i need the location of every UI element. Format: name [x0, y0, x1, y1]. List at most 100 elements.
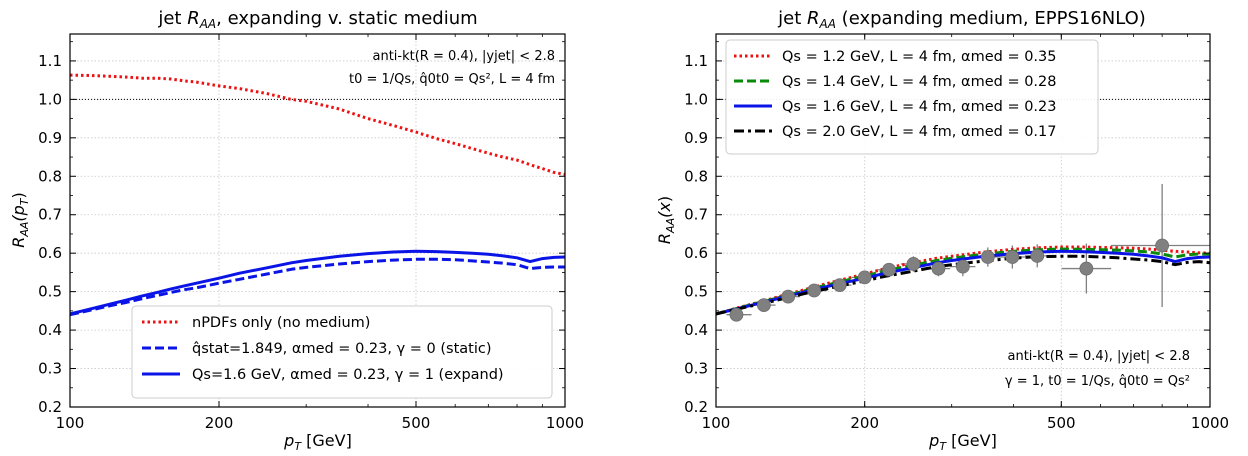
- left-series-line-1: [69, 257, 565, 317]
- right-series-group: [715, 98, 1211, 322]
- right-title-rest: (expanding medium, EPPS16NLO): [836, 8, 1146, 29]
- right-data-point: [729, 307, 744, 322]
- right-data-point: [1005, 250, 1020, 264]
- right-xlabel-sub: T: [939, 440, 947, 453]
- left-title-var: R: [187, 8, 200, 29]
- right-legend-label-1: Qs = 1.4 GeV, L = 4 fm, αmed = 0.28: [782, 74, 1057, 90]
- left-chart-panel: jet RAA, expanding v. static medium 100 2…: [9, 8, 584, 453]
- right-annotation-1: anti-kt(R = 0.4), |yjet| < 2.8: [1008, 349, 1191, 364]
- left-ylabel-sub: AA: [18, 222, 31, 238]
- left-chart-title: jet RAA, expanding v. static medium: [157, 8, 477, 31]
- right-chart-title: jet RAA (expanding medium, EPPS16NLO): [777, 8, 1146, 31]
- left-y-tick-label: 1.0: [38, 90, 62, 108]
- right-y-tick-label: 0.7: [684, 206, 708, 224]
- right-title-sub: AA: [819, 17, 836, 31]
- right-annotation-2: γ = 1, t0 = 1/Qs, q̂0t0 = Qs²: [1005, 374, 1190, 389]
- right-y-tick-label: 0.4: [684, 321, 708, 339]
- left-y-axis-label: RAA(pT): [9, 192, 31, 248]
- right-chart-panel: jet RAA (expanding medium, EPPS16NLO) 10…: [655, 8, 1229, 453]
- left-xlabel-var: p: [283, 431, 294, 450]
- left-y-tick-label: 1.1: [38, 52, 62, 70]
- right-legend-label-3: Qs = 2.0 GeV, L = 4 fm, αmed = 0.17: [782, 124, 1057, 140]
- left-x-tick-label: 500: [402, 414, 431, 432]
- left-xlabel-sub: T: [294, 440, 302, 453]
- left-series-group: [69, 73, 566, 317]
- left-ylabel-arg: (p: [9, 205, 28, 221]
- right-y-tick-label: 1.0: [684, 90, 708, 108]
- right-x-tick-label: 100: [702, 414, 731, 432]
- left-y-tick-label: 0.6: [38, 244, 62, 262]
- left-ylabel-close: ): [9, 192, 28, 198]
- left-ylabel-arg-sub: T: [18, 197, 31, 205]
- right-legend: Qs = 1.2 GeV, L = 4 fm, αmed = 0.35 Qs = …: [725, 39, 1099, 155]
- right-ylabel-arg: (x: [655, 202, 674, 218]
- right-legend-box: [725, 39, 1099, 155]
- left-legend-label-2: Qs=1.6 GeV, αmed = 0.23, γ = 1 (expand): [192, 367, 504, 383]
- right-ylabel-var: R: [655, 233, 674, 244]
- right-xlabel-unit: [GeV]: [946, 431, 997, 450]
- right-data-point: [1079, 261, 1094, 276]
- right-data-point: [906, 257, 921, 271]
- right-y-axis-label: RAA(x): [655, 196, 677, 244]
- right-title-var: R: [807, 8, 820, 29]
- left-y-tick-label: 0.3: [38, 360, 62, 378]
- left-title-rest: , expanding v. static medium: [216, 8, 478, 29]
- left-title-main: jet: [157, 8, 187, 29]
- right-data-point: [1155, 238, 1170, 253]
- left-x-axis-label: pT [GeV]: [283, 431, 352, 453]
- right-y-tick-label: 0.3: [684, 360, 708, 378]
- right-ticks: 100 200 500 1000 0.2 0.3 0.4 0.5 0.6 0.7 0.8 0.9 1.0…: [684, 34, 1229, 432]
- left-legend: nPDFs only (no medium) q̂stat=1.849, αmed…: [131, 305, 553, 399]
- left-y-tick-label: 0.4: [38, 321, 62, 339]
- right-series-line-2: [715, 249, 1211, 316]
- right-title-main: jet: [777, 8, 807, 29]
- left-legend-box: [131, 305, 553, 399]
- right-x-axis-label: pT [GeV]: [928, 431, 997, 453]
- right-y-tick-label: 0.9: [684, 129, 708, 147]
- right-legend-label-0: Qs = 1.2 GeV, L = 4 fm, αmed = 0.35: [782, 49, 1057, 65]
- right-legend-label-2: Qs = 1.6 GeV, L = 4 fm, αmed = 0.23: [782, 99, 1057, 115]
- right-y-tick-label: 0.2: [684, 398, 708, 416]
- right-x-tick-label: 500: [1047, 414, 1076, 432]
- left-series-line-2: [69, 249, 566, 316]
- left-legend-label-1: q̂stat=1.849, αmed = 0.23, γ = 0 (static…: [192, 341, 491, 357]
- right-x-tick-label: 200: [850, 414, 879, 432]
- right-data-point: [807, 283, 822, 298]
- left-annotation-1: anti-kt(R = 0.4), |yjet| < 2.8: [373, 49, 556, 64]
- right-data-point: [980, 250, 995, 264]
- left-x-tick-label: 100: [56, 414, 85, 432]
- right-y-tick-label: 0.6: [684, 244, 708, 262]
- right-y-tick-label: 1.1: [684, 52, 708, 70]
- left-ticks: 100 200 500 1000 0.2 0.3 0.4 0.5 0.6 0.7 0.8 0.9 1.0…: [38, 34, 584, 432]
- left-y-tick-label: 0.2: [38, 398, 62, 416]
- right-y-tick-label: 0.5: [684, 283, 708, 301]
- left-x-tick-label: 200: [205, 414, 234, 432]
- left-y-tick-label: 0.9: [38, 129, 62, 147]
- right-data-point: [857, 270, 872, 285]
- right-data-point: [931, 261, 946, 276]
- left-plot-frame: [69, 33, 566, 408]
- right-x-tick-label: 1000: [1191, 414, 1229, 432]
- left-y-tick-label: 0.7: [38, 206, 62, 224]
- right-data-point: [1030, 248, 1045, 263]
- right-data-point: [756, 298, 771, 312]
- right-ylabel-close: ): [655, 196, 674, 202]
- right-ylabel-sub: AA: [664, 218, 677, 234]
- left-series-line-0: [69, 73, 566, 176]
- right-data-point: [832, 278, 847, 293]
- right-data-point: [882, 262, 896, 277]
- left-ylabel-var: R: [9, 237, 28, 248]
- right-data-point: [955, 259, 970, 274]
- left-y-tick-label: 0.8: [38, 167, 62, 185]
- left-annotation-2: t0 = 1/Qs, q̂0t0 = Qs², L = 4 fm: [349, 72, 555, 87]
- right-y-tick-label: 0.8: [684, 167, 708, 185]
- left-x-tick-label: 1000: [546, 414, 584, 432]
- left-xlabel-unit: [GeV]: [301, 431, 352, 450]
- left-y-tick-label: 0.5: [38, 283, 62, 301]
- left-legend-label-0: nPDFs only (no medium): [192, 315, 370, 331]
- right-xlabel-var: p: [928, 431, 939, 450]
- right-data-point: [781, 289, 796, 304]
- left-title-sub: AA: [199, 17, 216, 31]
- right-plot-frame: [715, 33, 1211, 408]
